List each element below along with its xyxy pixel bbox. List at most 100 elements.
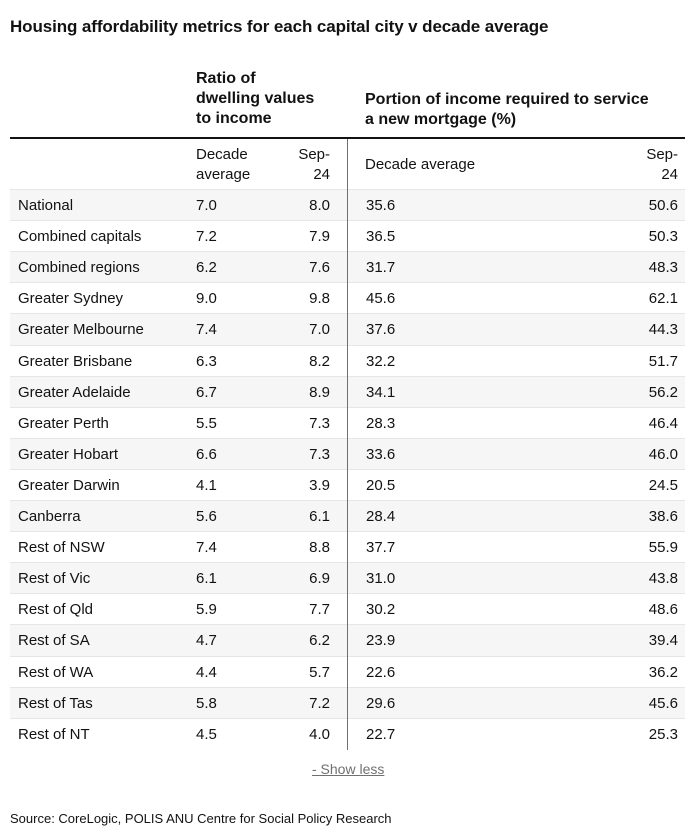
row-name: Greater Brisbane — [18, 352, 133, 370]
subheader-line: 24 — [313, 166, 330, 183]
cell-mortgage-sep-24: 48.3 — [648, 259, 678, 277]
cell-ratio-sep-24: 6.2 — [309, 632, 330, 650]
cell-ratio-decade-average: 5.8 — [196, 694, 217, 712]
row-name: Combined capitals — [18, 228, 142, 246]
row-name: Greater Melbourne — [18, 321, 144, 339]
cell-mortgage-sep-24: 38.6 — [648, 508, 678, 525]
cell-ratio-sep-24: 7.6 — [309, 259, 330, 277]
cell-ratio-sep-24: 7.2 — [309, 694, 330, 712]
cell-ratio-decade-average: 6.2 — [196, 259, 217, 277]
cell-ratio-decade-average: 6.3 — [196, 352, 217, 370]
cell-mortgage-sep-24: 46.4 — [648, 414, 678, 432]
cell-mortgage-sep-24: 24.5 — [648, 476, 678, 494]
row-name: Greater Adelaide — [18, 383, 131, 401]
group-header-line: dwelling values — [196, 90, 315, 107]
cell-mortgage-sep-24: 48.6 — [648, 601, 678, 619]
cell-mortgage-sep-24: 50.6 — [648, 197, 678, 214]
show-less-link[interactable]: - Show less — [312, 761, 385, 777]
row-name: Rest of NSW — [18, 539, 105, 557]
cell-mortgage-decade-average: 35.6 — [366, 197, 396, 214]
cell-mortgage-decade-average: 28.4 — [366, 508, 396, 525]
group-header-line: to income — [196, 110, 272, 127]
cell-ratio-sep-24: 7.0 — [309, 321, 330, 339]
group-header-line: Portion of income required to service — [365, 91, 649, 108]
cell-ratio-sep-24: 6.1 — [309, 508, 330, 525]
row-name: Combined regions — [18, 259, 140, 277]
subheader-line: average — [196, 166, 251, 183]
cell-mortgage-sep-24: 62.1 — [648, 290, 678, 308]
cell-mortgage-sep-24: 39.4 — [648, 632, 678, 650]
cell-mortgage-sep-24: 44.3 — [648, 321, 678, 339]
subheader-line: 24 — [661, 166, 678, 183]
cell-ratio-decade-average: 5.6 — [196, 508, 217, 525]
cell-mortgage-sep-24: 45.6 — [648, 694, 678, 712]
group-header-mortgage: Portion of income required to service a … — [365, 90, 685, 130]
row-name: Rest of Qld — [18, 601, 94, 619]
row-name: Greater Darwin — [18, 476, 120, 494]
cell-mortgage-decade-average: 31.0 — [366, 570, 396, 588]
table-row: Rest of Qld 5.9 7.7 30.2 48.6 — [10, 593, 685, 625]
row-name: Rest of Tas — [18, 694, 93, 712]
cell-ratio-decade-average: 4.7 — [196, 632, 217, 650]
cell-ratio-decade-average: 5.5 — [196, 414, 217, 432]
cell-ratio-decade-average: 7.2 — [196, 228, 217, 246]
cell-ratio-decade-average: 6.7 — [196, 383, 217, 401]
row-name: Greater Hobart — [18, 445, 119, 463]
cell-ratio-sep-24: 7.9 — [309, 228, 330, 246]
row-name: Rest of NT — [18, 725, 90, 743]
cell-mortgage-decade-average: 34.1 — [366, 383, 396, 401]
subheader-sep-24-mortgage: Sep- 24 — [630, 145, 678, 185]
cell-ratio-decade-average: 6.1 — [196, 570, 217, 588]
cell-mortgage-decade-average: 29.6 — [366, 694, 396, 712]
cell-mortgage-decade-average: 23.9 — [366, 632, 396, 650]
cell-ratio-sep-24: 7.3 — [309, 445, 330, 463]
cell-mortgage-decade-average: 28.3 — [366, 414, 396, 432]
cell-ratio-decade-average: 6.6 — [196, 445, 217, 463]
subheader-decade-average-ratio: Decade average — [196, 145, 286, 185]
cell-mortgage-decade-average: 32.2 — [366, 352, 396, 370]
subheader-line: Sep- — [646, 146, 678, 163]
table-title: Housing affordability metrics for each c… — [10, 17, 549, 36]
row-name: Greater Perth — [18, 414, 109, 432]
header-rule — [10, 137, 685, 139]
cell-mortgage-sep-24: 55.9 — [648, 539, 678, 557]
cell-ratio-sep-24: 7.7 — [309, 601, 330, 619]
row-name: Greater Sydney — [18, 290, 124, 308]
cell-mortgage-sep-24: 43.8 — [648, 570, 678, 588]
cell-mortgage-decade-average: 22.6 — [366, 663, 396, 681]
cell-ratio-sep-24: 7.3 — [309, 414, 330, 432]
subheader-decade-average-mortgage: Decade average — [365, 156, 476, 173]
subheader-sep-24-ratio: Sep- 24 — [290, 145, 330, 185]
cell-ratio-sep-24: 8.9 — [309, 383, 330, 401]
cell-ratio-sep-24: 6.9 — [309, 570, 330, 588]
cell-mortgage-sep-24: 56.2 — [648, 383, 678, 401]
cell-mortgage-decade-average: 30.2 — [366, 601, 396, 619]
cell-ratio-sep-24: 8.0 — [309, 197, 330, 214]
row-name: Rest of SA — [18, 632, 90, 650]
cell-ratio-decade-average: 7.4 — [196, 321, 217, 339]
cell-ratio-decade-average: 5.9 — [196, 601, 217, 619]
group-header-line: a new mortgage (%) — [365, 111, 517, 128]
cell-ratio-decade-average: 4.4 — [196, 663, 217, 681]
cell-ratio-sep-24: 3.9 — [309, 476, 330, 494]
cell-mortgage-sep-24: 51.7 — [648, 352, 678, 370]
cell-ratio-sep-24: 9.8 — [309, 290, 330, 308]
cell-ratio-decade-average: 7.0 — [196, 197, 217, 214]
row-name: Canberra — [18, 508, 81, 525]
column-divider — [347, 139, 348, 750]
cell-ratio-sep-24: 8.2 — [309, 352, 330, 370]
cell-ratio-sep-24: 8.8 — [309, 539, 330, 557]
cell-ratio-decade-average: 4.1 — [196, 476, 217, 494]
cell-mortgage-decade-average: 37.6 — [366, 321, 396, 339]
subheader-line: Sep- — [298, 146, 330, 163]
row-name: Rest of WA — [18, 663, 94, 681]
table-row: Rest of NT 4.5 4.0 22.7 25.3 — [10, 717, 685, 750]
cell-ratio-decade-average: 7.4 — [196, 539, 217, 557]
cell-mortgage-sep-24: 36.2 — [648, 663, 678, 681]
cell-mortgage-decade-average: 22.7 — [366, 725, 396, 743]
group-header-ratio: Ratio of dwelling values to income — [196, 69, 346, 129]
group-header-line: Ratio of — [196, 70, 256, 87]
cell-mortgage-decade-average: 33.6 — [366, 445, 396, 463]
cell-mortgage-decade-average: 45.6 — [366, 290, 396, 308]
